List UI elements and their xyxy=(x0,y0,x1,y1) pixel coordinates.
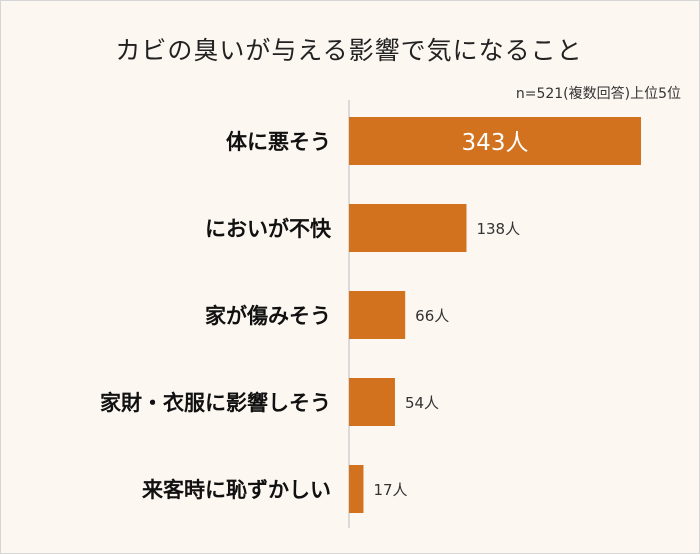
bar xyxy=(349,465,364,513)
value-label: 138人 xyxy=(476,220,520,238)
category-label: 体に悪そう xyxy=(226,130,331,154)
sample-note: n=521(複数回答)上位5位 xyxy=(515,86,681,102)
category-label: においが不快 xyxy=(205,217,332,241)
chart-title: カビの臭いが与える影響で気になること xyxy=(115,36,583,65)
bar xyxy=(349,117,641,165)
bar xyxy=(349,378,395,426)
value-label: 17人 xyxy=(373,481,407,499)
category-label: 家が傷みそう xyxy=(205,304,331,328)
category-label: 来客時に恥ずかしい xyxy=(142,478,331,502)
value-label: 343人 xyxy=(462,130,529,156)
value-label: 54人 xyxy=(405,394,439,412)
bar xyxy=(349,291,406,339)
category-label: 家財・衣服に影響しそう xyxy=(100,391,331,415)
bar xyxy=(349,204,467,252)
value-label: 66人 xyxy=(415,307,449,325)
